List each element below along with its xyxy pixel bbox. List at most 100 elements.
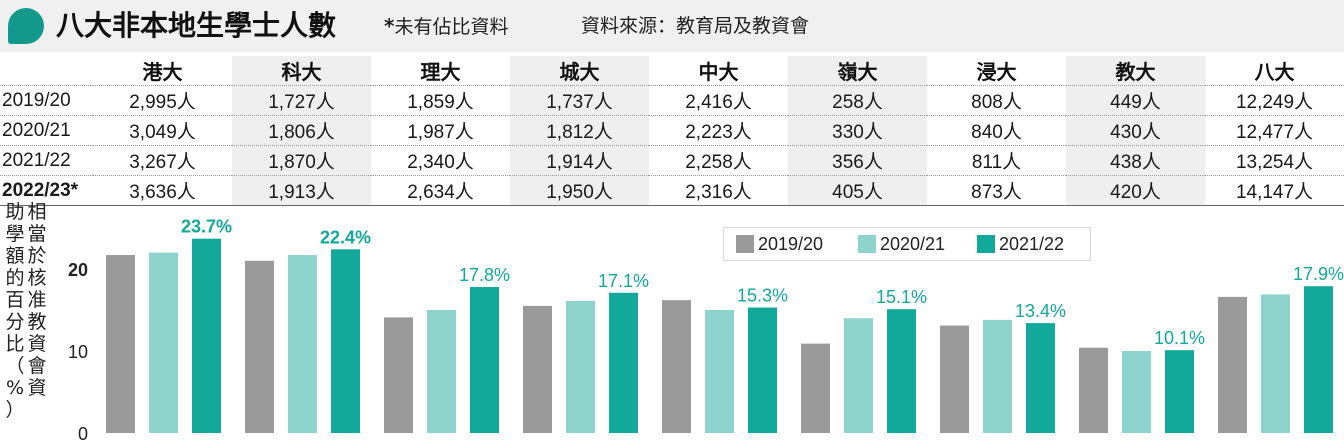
y-axis-label-char: 的 [5, 267, 25, 289]
bar-2021-22 [331, 249, 360, 433]
table-cell: 12,249人 [1205, 85, 1344, 116]
table-cell: 430人 [1066, 115, 1205, 146]
table-cell: 3,049人 [93, 115, 232, 146]
table-cell: 420人 [1066, 175, 1205, 206]
bar-2020-21 [149, 252, 178, 433]
data-label: 22.4% [320, 227, 371, 247]
table-cell: 811人 [927, 145, 1066, 176]
y-tick-label: 0 [78, 424, 88, 443]
year-cell: 2022/23* [0, 175, 93, 206]
data-label: 13.4% [1015, 301, 1066, 321]
chart-legend: 2019/20 2020/21 2021/22 [723, 227, 1091, 261]
y-axis-label-char: 資 [27, 333, 47, 355]
y-axis-label-char: 比 [5, 333, 25, 355]
year-cell: 2019/20 [0, 85, 93, 116]
bar-2019-20 [384, 317, 413, 433]
table-cell: 12,477人 [1205, 115, 1344, 146]
legend-label: 2020/21 [880, 234, 946, 254]
year-cell: 2021/22 [0, 145, 93, 176]
y-axis-label-char: 相 [27, 201, 47, 223]
table-cell: 1,737人 [510, 85, 649, 116]
column-header: 中大 [698, 62, 739, 84]
data-label: 17.9% [1293, 264, 1344, 284]
column-header: 教大 [1066, 56, 1205, 86]
table-cell: 405人 [788, 175, 927, 206]
legend-item: 2020/21 [858, 234, 945, 254]
bar-2021-22 [1165, 350, 1194, 433]
column-header: 八大 [1254, 62, 1295, 84]
column-header: 理大 [420, 62, 461, 84]
y-axis-label-char: 准 [27, 289, 47, 311]
y-axis-label-char: 教 [27, 311, 47, 333]
table-row: 2020/21 3,049人 1,806人 1,987人 1,812人 2,22… [0, 115, 1344, 146]
legend-item: 2019/20 [736, 234, 823, 254]
bar-2021-22 [887, 309, 916, 433]
bar-2019-20 [1218, 296, 1247, 433]
data-label: 17.8% [459, 265, 510, 285]
y-axis-label-char: 資 [27, 377, 47, 399]
legend-item: 2021/22 [977, 234, 1064, 254]
source: 資料來源：教育局及教資會 [581, 15, 810, 37]
data-table: 港大 科大 理大 城大 中大 嶺大 浸大 教大 八大 2019/20 2,995… [0, 56, 1344, 206]
legend-label: 2021/22 [999, 234, 1065, 254]
year-cell: 2020/21 [0, 115, 93, 146]
table-cell: 1,913人 [232, 175, 371, 206]
corner-cell [0, 56, 93, 86]
table-cell: 330人 [788, 115, 927, 146]
bar-2021-22 [470, 287, 499, 433]
table-cell: 2,340人 [371, 145, 510, 176]
bar-2019-20 [1079, 347, 1108, 433]
table-cell: 438人 [1066, 145, 1205, 176]
note-star: * [384, 14, 395, 38]
bar-2020-21 [566, 300, 595, 433]
bar-2020-21 [705, 310, 734, 433]
data-label: 10.1% [1154, 328, 1205, 348]
legend-label: 2019/20 [758, 234, 824, 254]
y-axis-label-char: 額 [5, 245, 25, 267]
y-axis-label-char: （ [5, 355, 25, 377]
column-header: 城大 [510, 56, 649, 86]
table-cell: 1,727人 [232, 85, 371, 116]
bar-2020-21 [1122, 351, 1151, 433]
table-cell: 2,258人 [649, 145, 788, 176]
column-header: 嶺大 [788, 56, 927, 86]
table-cell: 1,806人 [232, 115, 371, 146]
table-header-row: 港大 科大 理大 城大 中大 嶺大 浸大 教大 八大 [0, 56, 1344, 86]
note-text: 未有佔比資料 [394, 16, 509, 38]
table-cell: 3,636人 [93, 175, 232, 206]
table-cell: 2,223人 [649, 115, 788, 146]
data-label: 15.3% [737, 286, 788, 306]
y-axis-label-char: 分 [5, 311, 25, 333]
data-label: 15.1% [876, 287, 927, 307]
table-cell: 1,870人 [232, 145, 371, 176]
chart-canvas: 0 10 20 23.7% 22.4% 17.8% 17.1% 15.3% 15.1% 13.4%… [68, 217, 1344, 443]
data-label: 17.1% [598, 271, 649, 291]
table-cell: 449人 [1066, 85, 1205, 116]
table-row: 2021/22 3,267人 1,870人 2,340人 1,914人 2,25… [0, 145, 1344, 176]
table-cell: 14,147人 [1205, 175, 1344, 206]
page-title: 八大非本地生學士人數 [56, 9, 337, 42]
table-cell: 1,987人 [371, 115, 510, 146]
legend-swatch [736, 235, 754, 253]
bar-2019-20 [523, 305, 552, 433]
bar-2019-20 [801, 343, 830, 433]
bar-2021-22 [1304, 286, 1333, 433]
table-cell: 2,416人 [649, 85, 788, 116]
column-header: 科大 [232, 56, 371, 86]
table-cell: 13,254人 [1205, 145, 1344, 176]
y-axis-label-char: % [5, 377, 25, 399]
y-axis-label-char: 核 [27, 267, 47, 289]
bar-2019-20 [106, 255, 135, 433]
bar-2019-20 [940, 325, 969, 433]
bar-chart: 相當於核准教資會資 助學額的百分比（%） 0 10 20 23.7% 22.4% 17.8%… [0, 201, 1344, 443]
bar-2019-20 [662, 300, 691, 433]
table-cell: 356人 [788, 145, 927, 176]
column-header: 港大 [142, 62, 183, 84]
bar-2020-21 [1261, 294, 1290, 433]
table-cell: 1,812人 [510, 115, 649, 146]
bar-2020-21 [983, 319, 1012, 433]
bar-2021-22 [748, 307, 777, 433]
data-label: 23.7% [181, 217, 232, 237]
speech-bubble-icon [8, 8, 44, 44]
table-row: 2022/23* 3,636人 1,913人 2,634人 1,950人 2,3… [0, 175, 1344, 206]
